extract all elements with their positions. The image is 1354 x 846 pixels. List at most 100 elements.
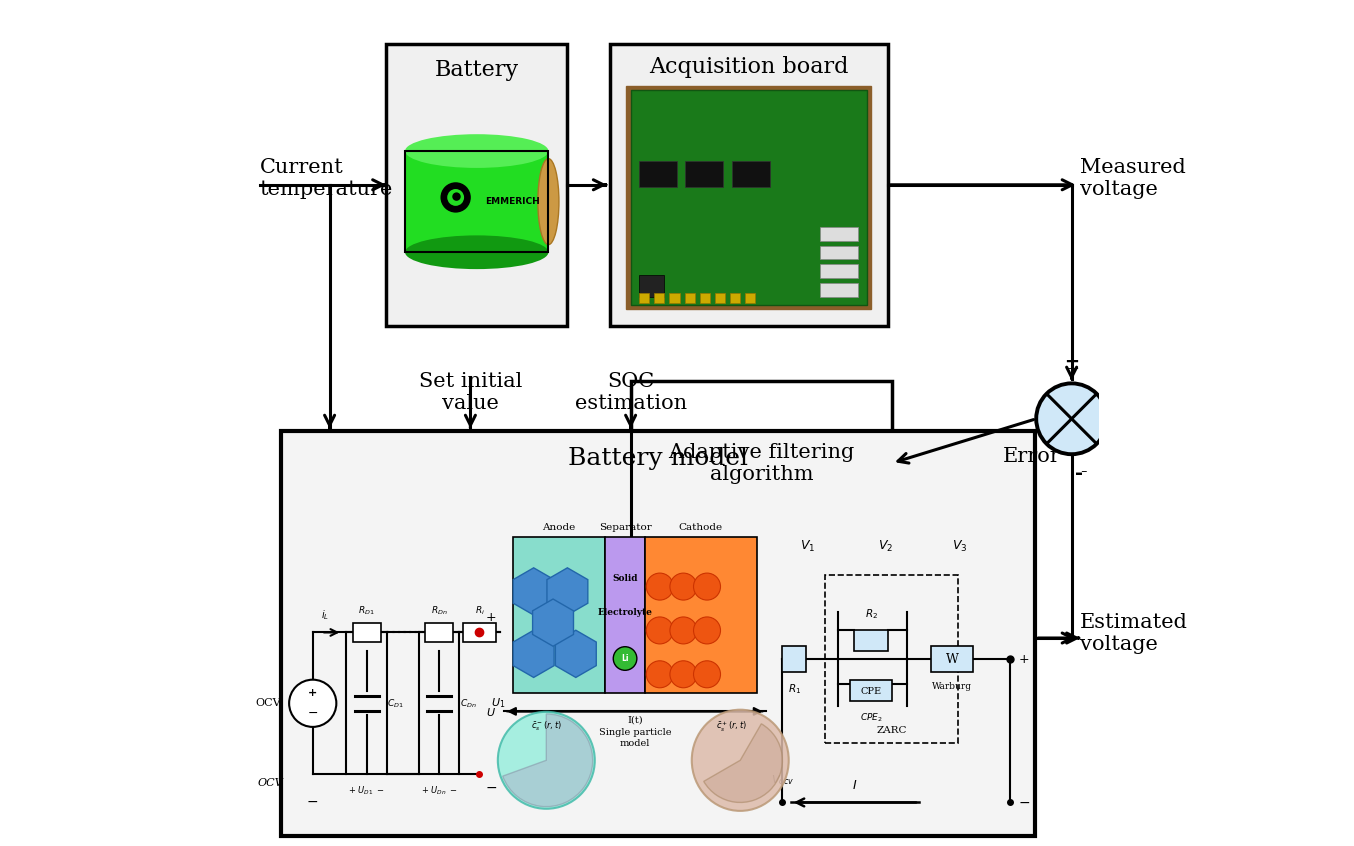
Text: OCV: OCV bbox=[257, 777, 283, 788]
Bar bbox=[639, 294, 649, 303]
Text: $R_2$: $R_2$ bbox=[865, 607, 877, 621]
Circle shape bbox=[440, 182, 471, 212]
Text: $+\ U_{Dn}\ -$: $+\ U_{Dn}\ -$ bbox=[421, 784, 458, 797]
Text: Electrolyte: Electrolyte bbox=[597, 607, 653, 617]
Text: +: + bbox=[486, 611, 496, 624]
Text: I(t): I(t) bbox=[627, 716, 643, 724]
Bar bbox=[405, 151, 548, 252]
Text: −: − bbox=[307, 707, 318, 720]
Bar bbox=[745, 294, 756, 303]
Text: $I$: $I$ bbox=[852, 779, 857, 793]
Text: Adaptive filtering
algorithm: Adaptive filtering algorithm bbox=[668, 442, 854, 484]
Text: Acquisition board: Acquisition board bbox=[649, 56, 849, 78]
Circle shape bbox=[646, 661, 673, 688]
Text: $R_1$: $R_1$ bbox=[788, 682, 800, 695]
Bar bbox=[463, 624, 496, 642]
Text: -: - bbox=[1080, 464, 1087, 481]
Bar bbox=[821, 265, 858, 278]
Bar bbox=[850, 680, 892, 701]
Text: OCV: OCV bbox=[255, 698, 280, 708]
Bar bbox=[730, 294, 741, 303]
Circle shape bbox=[452, 192, 460, 201]
Ellipse shape bbox=[692, 710, 789, 810]
Circle shape bbox=[670, 573, 697, 600]
Text: Single particle
model: Single particle model bbox=[598, 728, 672, 748]
Bar bbox=[821, 283, 858, 296]
Text: Li: Li bbox=[621, 654, 628, 663]
Bar bbox=[821, 246, 858, 260]
Text: SOC
estimation: SOC estimation bbox=[574, 372, 686, 414]
Text: Set initial
value: Set initial value bbox=[418, 372, 523, 414]
Text: $R_{D1}$: $R_{D1}$ bbox=[359, 605, 375, 618]
Polygon shape bbox=[532, 599, 574, 646]
Text: EMMERICH: EMMERICH bbox=[485, 197, 540, 206]
Circle shape bbox=[447, 189, 464, 206]
Circle shape bbox=[670, 661, 697, 688]
Text: $C_{Dn}$: $C_{Dn}$ bbox=[460, 697, 477, 710]
Bar bbox=[700, 294, 709, 303]
Bar bbox=[639, 162, 677, 187]
Text: +: + bbox=[1064, 360, 1079, 378]
Text: Estimated
voltage: Estimated voltage bbox=[1080, 613, 1187, 654]
Text: CPE: CPE bbox=[861, 687, 881, 695]
Text: $V_3$: $V_3$ bbox=[952, 539, 968, 553]
Text: $V_1$: $V_1$ bbox=[800, 539, 815, 553]
Ellipse shape bbox=[538, 159, 559, 244]
Text: Anode: Anode bbox=[543, 523, 575, 532]
Ellipse shape bbox=[498, 711, 594, 809]
Circle shape bbox=[646, 617, 673, 644]
Text: +: + bbox=[1064, 353, 1079, 371]
Text: −: − bbox=[307, 795, 318, 809]
Text: $U_1$: $U_1$ bbox=[492, 696, 506, 710]
Text: $CPE_2$: $CPE_2$ bbox=[860, 711, 883, 724]
Circle shape bbox=[1036, 383, 1108, 454]
Text: Battery: Battery bbox=[435, 58, 519, 80]
Bar bbox=[405, 151, 548, 252]
Text: −: − bbox=[486, 781, 497, 795]
Text: $+\ U_{D1}\ -$: $+\ U_{D1}\ -$ bbox=[348, 784, 385, 797]
Bar bbox=[821, 228, 858, 241]
Bar bbox=[654, 294, 665, 303]
Bar bbox=[605, 537, 645, 693]
Bar bbox=[669, 294, 680, 303]
Bar bbox=[932, 646, 974, 672]
Text: +: + bbox=[1018, 652, 1029, 666]
Text: $\bar{c}_s^+(r,t)$: $\bar{c}_s^+(r,t)$ bbox=[716, 719, 747, 733]
Bar bbox=[731, 162, 770, 187]
Circle shape bbox=[646, 573, 673, 600]
Bar bbox=[425, 624, 454, 642]
Circle shape bbox=[290, 679, 336, 727]
Bar bbox=[631, 381, 892, 546]
Text: −: − bbox=[1018, 795, 1030, 810]
Bar bbox=[280, 431, 1036, 836]
Bar bbox=[783, 646, 806, 672]
Text: $V_{ocv}$: $V_{ocv}$ bbox=[770, 773, 793, 787]
Circle shape bbox=[693, 617, 720, 644]
Bar bbox=[685, 162, 723, 187]
Bar bbox=[386, 43, 567, 326]
Wedge shape bbox=[704, 724, 783, 803]
Text: Solid: Solid bbox=[612, 574, 638, 583]
Bar bbox=[854, 629, 888, 651]
Ellipse shape bbox=[405, 235, 548, 269]
Bar bbox=[639, 276, 665, 296]
Text: Cathode: Cathode bbox=[678, 523, 723, 532]
Bar bbox=[825, 574, 959, 744]
Ellipse shape bbox=[405, 135, 548, 168]
Text: Separator: Separator bbox=[598, 523, 651, 532]
Bar bbox=[513, 537, 605, 693]
Bar bbox=[352, 624, 380, 642]
Bar bbox=[627, 85, 871, 309]
Text: Current
temperature: Current temperature bbox=[260, 158, 393, 199]
Text: Battery model: Battery model bbox=[569, 447, 747, 470]
Polygon shape bbox=[513, 568, 554, 615]
Text: $R_{Dn}$: $R_{Dn}$ bbox=[431, 605, 448, 618]
Bar bbox=[715, 294, 724, 303]
Text: Measured
voltage: Measured voltage bbox=[1080, 158, 1186, 199]
Text: Warburg: Warburg bbox=[933, 682, 972, 691]
Text: +: + bbox=[309, 688, 317, 698]
Text: $U$: $U$ bbox=[486, 706, 496, 717]
Polygon shape bbox=[547, 568, 588, 615]
Circle shape bbox=[670, 617, 697, 644]
Bar bbox=[685, 294, 695, 303]
